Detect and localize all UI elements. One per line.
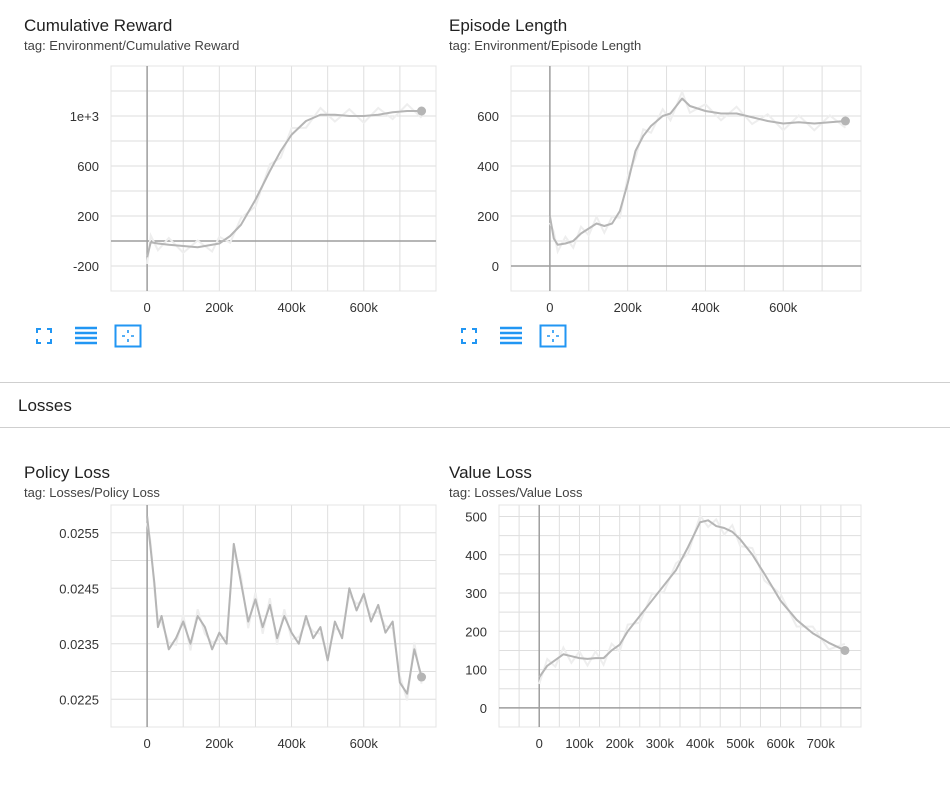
y-tick-label: 400 [465,548,487,563]
x-tick-label: 0 [546,300,553,315]
smoothed-series-line [538,519,846,678]
y-tick-label: 0 [492,259,499,274]
x-tick-label: 0 [143,736,150,751]
card-title: Episode Length [449,16,568,35]
x-tick-label: 400k [277,736,306,751]
y-tick-label: 100 [465,663,487,678]
y-tick-label: 200 [465,624,487,639]
card-tag: tag: Losses/Value Loss [449,485,583,500]
x-tick-label: 400k [691,300,720,315]
fit-to-data-icon[interactable] [455,324,483,348]
cumulative-reward-chart[interactable]: 0 200k 400k 600k -200 200 600 1e+3 [0,0,475,330]
expand-chart-icon[interactable] [539,324,567,348]
smoothed-series-line [548,97,846,246]
series-end-marker [417,672,427,682]
y-tick-label: 500 [465,509,487,524]
toggle-log-scale-icon[interactable] [72,324,100,348]
x-tick-label: 200k [606,736,635,751]
section-divider-bottom [0,427,950,428]
y-tick-label: 200 [477,209,499,224]
toggle-log-scale-icon[interactable] [497,324,525,348]
y-tick-label: 0.0255 [59,526,99,541]
smoothed-series-line [146,515,423,695]
value-loss-chart[interactable]: 0 100k 200k 300k 400k 500k 600k 700k 0 100 200 300 4… [425,447,950,792]
card-tag: tag: Environment/Cumulative Reward [24,38,240,53]
x-tick-label: 200k [205,736,234,751]
y-tick-label: -200 [73,259,99,274]
card-tag: tag: Environment/Episode Length [449,38,642,53]
section-divider-top [0,382,950,383]
y-tick-label: 0 [480,701,487,716]
x-tick-label: 400k [277,300,306,315]
episode-length-chart[interactable]: 0 200k 400k 600k 0 200 400 600 [425,0,950,330]
card-title: Policy Loss [24,463,110,482]
x-tick-label: 100k [565,736,594,751]
policy-loss-chart[interactable]: 0 200k 400k 600k 0.0225 0.0235 0.0245 0.0255 [0,447,475,792]
y-tick-label: 0.0225 [59,692,99,707]
y-tick-label: 1e+3 [70,109,99,124]
card-title: Value Loss [449,463,532,482]
episode-length-card: Episode Length tag: Environment/Episode … [425,0,950,370]
x-tick-label: 200k [614,300,643,315]
y-tick-label: 300 [465,586,487,601]
x-tick-label: 600k [766,736,795,751]
series-end-marker [840,116,850,126]
plot-frame [498,504,862,728]
y-tick-label: 600 [77,159,99,174]
plot-frame [110,65,437,292]
x-tick-label: 400k [686,736,715,751]
y-tick-label: 0.0235 [59,637,99,652]
value-loss-card: Value Loss tag: Losses/Value Loss 0 100k 2… [425,447,950,792]
raw-series-line [548,88,847,255]
x-tick-label: 500k [726,736,755,751]
chart-toolbar [455,324,567,348]
plot-frame [110,504,437,728]
x-tick-label: 0 [143,300,150,315]
expand-chart-icon[interactable] [114,324,142,348]
plot-frame [510,65,862,292]
card-title: Cumulative Reward [24,16,173,35]
policy-loss-card: Policy Loss tag: Losses/Policy Loss 0 200… [0,447,475,792]
x-tick-label: 300k [646,736,675,751]
x-tick-label: 600k [350,300,379,315]
x-tick-label: 600k [350,736,379,751]
series-end-marker [417,106,427,116]
chart-toolbar [30,324,142,348]
series-end-marker [840,645,850,655]
raw-series-line [146,102,423,265]
x-tick-label: 600k [769,300,798,315]
x-tick-label: 200k [205,300,234,315]
section-title[interactable]: Losses [18,396,72,415]
y-tick-label: 600 [477,109,499,124]
cumulative-reward-card: Cumulative Reward tag: Environment/Cumul… [0,0,475,370]
y-tick-label: 0.0245 [59,581,99,596]
x-tick-label: 0 [536,736,543,751]
y-tick-label: 400 [477,159,499,174]
card-tag: tag: Losses/Policy Loss [24,485,160,500]
fit-to-data-icon[interactable] [30,324,58,348]
smoothed-series-line [146,110,422,258]
x-tick-label: 700k [807,736,836,751]
y-tick-label: 200 [77,209,99,224]
